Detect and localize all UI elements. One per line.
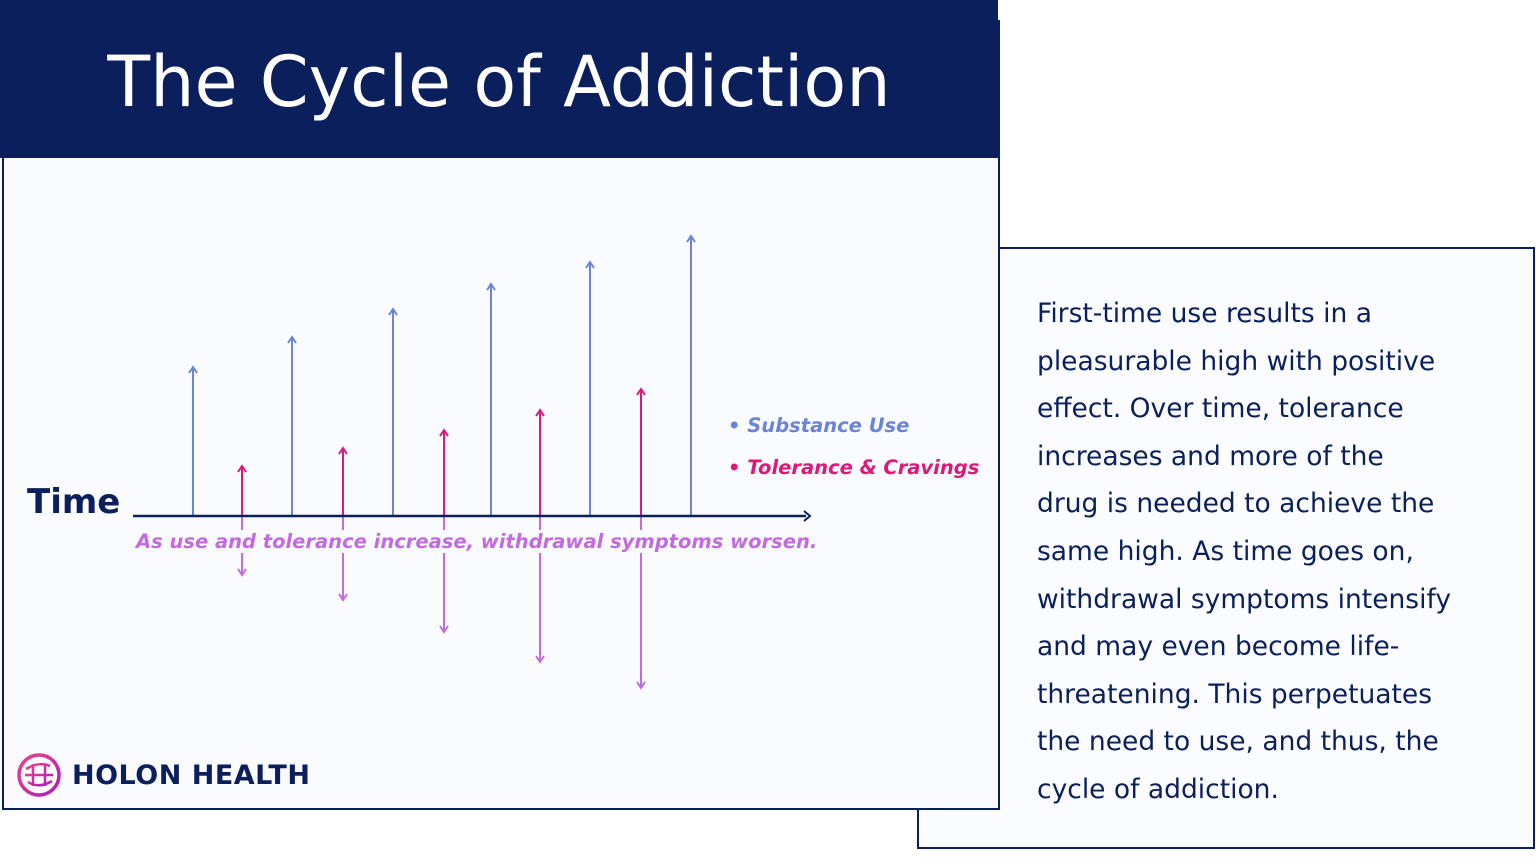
description-line: drug is needed to achieve the (1037, 488, 1435, 520)
description-line: withdrawal symptoms intensify (1037, 583, 1452, 615)
time-axis-label: Time (27, 482, 121, 522)
arrow-head-icon (188, 365, 198, 374)
arrow-head-icon (535, 408, 545, 417)
description-line: increases and more of the (1037, 440, 1384, 472)
arrow-head-icon (535, 655, 545, 664)
description-panel (917, 247, 1535, 849)
arrow-head-icon (636, 681, 646, 690)
arrow-head-icon (486, 282, 496, 291)
title-banner: The Cycle of Addiction (0, 0, 998, 158)
description-line: threatening. This perpetuates (1037, 678, 1433, 710)
brand-name: HOLON HEALTH (72, 759, 311, 791)
description-line: and may even become life- (1037, 631, 1400, 663)
axis-arrow-icon (803, 510, 812, 522)
arrow-head-icon (686, 234, 696, 243)
description-text: First-time use results in a pleasurable … (1037, 290, 1487, 814)
arrow-head-icon (338, 593, 348, 602)
arrow-head-icon (237, 568, 247, 577)
legend-label: Tolerance & Cravings (747, 456, 980, 479)
arrow-head-icon (585, 260, 595, 269)
arrow-head-icon (338, 446, 348, 455)
description-line: the need to use, and thus, the (1037, 726, 1439, 758)
description-line: same high. As time goes on, (1037, 535, 1414, 567)
description-line: effect. Over time, tolerance (1037, 393, 1404, 425)
description-line: cycle of addiction. (1037, 773, 1279, 805)
withdrawal-caption: As use and tolerance increase, withdrawa… (136, 530, 818, 553)
arrow-head-icon (287, 335, 297, 344)
description-line: First-time use results in a (1037, 298, 1372, 329)
arrow-head-icon (388, 307, 398, 316)
holon-health-logo-icon (17, 753, 61, 797)
legend-item-tolerance: • Tolerance & Cravings (728, 456, 980, 479)
description-line: pleasurable high with positive (1037, 345, 1436, 377)
legend-item-substance-use: • Substance Use (728, 414, 910, 437)
arrow-head-icon (636, 387, 646, 396)
arrow-head-icon (439, 625, 449, 634)
cycle-diagram (133, 234, 812, 690)
arrow-head-icon (237, 464, 247, 473)
page-title: The Cycle of Addiction (107, 41, 891, 123)
brand: HOLON HEALTH (16, 752, 310, 798)
arrow-head-icon (439, 428, 449, 437)
legend: • Substance Use • Tolerance & Cravings (728, 414, 979, 498)
legend-label: Substance Use (747, 414, 910, 437)
